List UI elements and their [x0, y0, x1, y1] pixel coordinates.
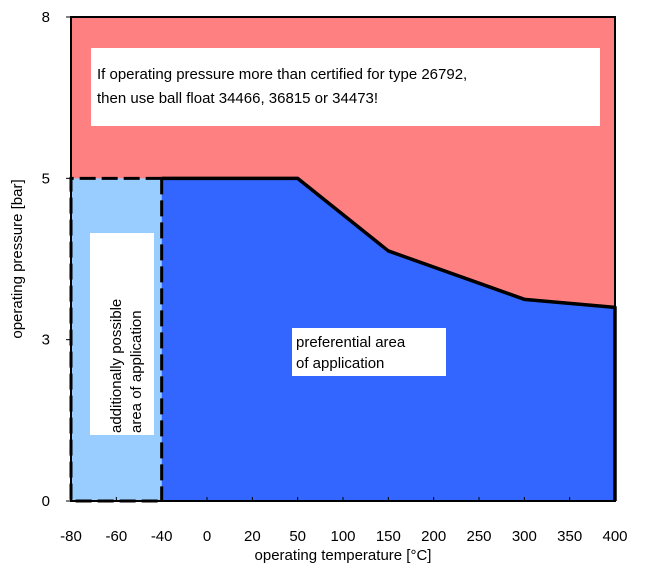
x-tick-label: -60 — [105, 528, 127, 545]
x-tick-label: 250 — [466, 528, 491, 545]
x-tick-label: 400 — [602, 528, 627, 545]
upper-note-line-1: If operating pressure more than certifie… — [97, 66, 467, 83]
x-tick-label: 350 — [557, 528, 582, 545]
y-axis-title: operating pressure [bar] — [9, 179, 26, 338]
x-tick-label: 100 — [330, 528, 355, 545]
x-tick-label: 20 — [244, 528, 261, 545]
upper-note-line-2: then use ball float 34466, 36815 or 3447… — [97, 90, 378, 107]
preferential-label-line-2: of application — [296, 355, 384, 372]
y-tick-label: 3 — [42, 332, 50, 349]
upper-note-box — [91, 48, 600, 126]
x-tick-label: -80 — [60, 528, 82, 545]
preferential-label-box — [292, 328, 446, 376]
x-tick-label: -40 — [151, 528, 173, 545]
additional-label-line-1: additionally possible — [108, 299, 125, 433]
preferential-label-line-1: preferential area — [296, 334, 406, 351]
x-tick-label: 300 — [512, 528, 537, 545]
x-axis-ticks: -80 -60 -40 0 20 50 100 150 200 250 300 350 400 — [60, 497, 628, 545]
x-tick-label: 200 — [421, 528, 446, 545]
x-axis-title: operating temperature [°C] — [255, 547, 432, 564]
y-tick-label: 5 — [42, 170, 50, 187]
x-tick-label: 0 — [203, 528, 211, 545]
additional-label-line-2: area of application — [128, 310, 145, 433]
additional-label-box — [90, 233, 154, 435]
x-tick-label: 50 — [289, 528, 306, 545]
y-tick-label: 0 — [42, 493, 50, 510]
y-tick-label: 8 — [42, 9, 50, 26]
y-axis-ticks: 0 3 5 8 — [42, 9, 71, 510]
x-tick-label: 150 — [376, 528, 401, 545]
